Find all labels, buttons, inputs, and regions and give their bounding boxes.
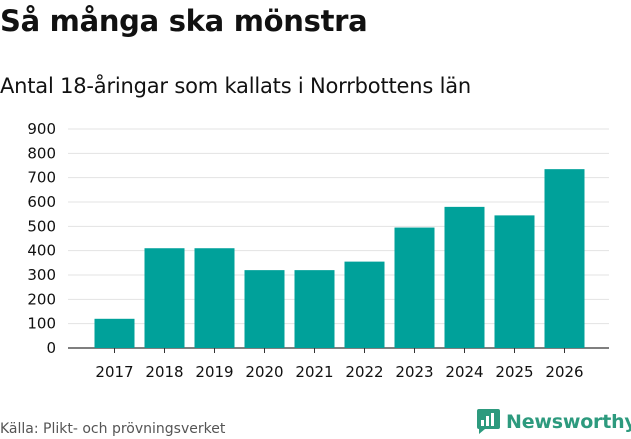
bar-2020 — [244, 270, 285, 348]
bar-2017 — [94, 318, 135, 348]
y-tick-label: 200 — [27, 290, 56, 308]
x-tick-label: 2021 — [295, 363, 333, 381]
y-tick-label: 900 — [27, 120, 56, 138]
newsworthy-logo-icon — [477, 409, 500, 434]
y-tick-label: 600 — [27, 193, 56, 211]
y-axis-ticks: 0 100 200 300 400 500 600 700 800 900 — [27, 120, 56, 357]
x-tick-label: 2026 — [545, 363, 583, 381]
bar-2024 — [444, 206, 485, 348]
y-tick-label: 300 — [27, 266, 56, 284]
x-tick-label: 2020 — [245, 363, 283, 381]
y-tick-label: 0 — [46, 339, 56, 357]
x-axis-ticks: 2017 2018 2019 2020 2021 2022 2023 2024 2025 2026 — [95, 348, 584, 381]
source-note: Källa: Plikt- och prövningsverket — [0, 421, 226, 437]
bar-2026 — [544, 169, 585, 348]
x-tick-label: 2019 — [195, 363, 233, 381]
bar-2023 — [394, 227, 435, 348]
y-tick-label: 400 — [27, 242, 56, 260]
x-tick-label: 2017 — [95, 363, 133, 381]
x-tick-label: 2018 — [145, 363, 183, 381]
y-tick-label: 700 — [27, 169, 56, 187]
newsworthy-logo: Newsworthy — [476, 408, 631, 435]
bar-2019 — [194, 248, 235, 348]
y-tick-label: 500 — [27, 217, 56, 235]
bar-2021 — [294, 270, 335, 348]
x-tick-label: 2025 — [495, 363, 533, 381]
bar-2018 — [144, 248, 185, 348]
chart-subtitle: Antal 18-åringar som kallats i Norrbotte… — [0, 74, 471, 98]
chart-title: Så många ska mönstra — [0, 4, 368, 38]
x-tick-label: 2022 — [345, 363, 383, 381]
y-tick-label: 800 — [27, 144, 56, 162]
brand-name: Newsworthy — [506, 410, 631, 433]
bars — [94, 169, 585, 348]
x-tick-label: 2024 — [445, 363, 483, 381]
bar-2025 — [494, 215, 535, 348]
x-tick-label: 2023 — [395, 363, 433, 381]
y-tick-label: 100 — [27, 315, 56, 333]
bar-2022 — [344, 261, 385, 348]
